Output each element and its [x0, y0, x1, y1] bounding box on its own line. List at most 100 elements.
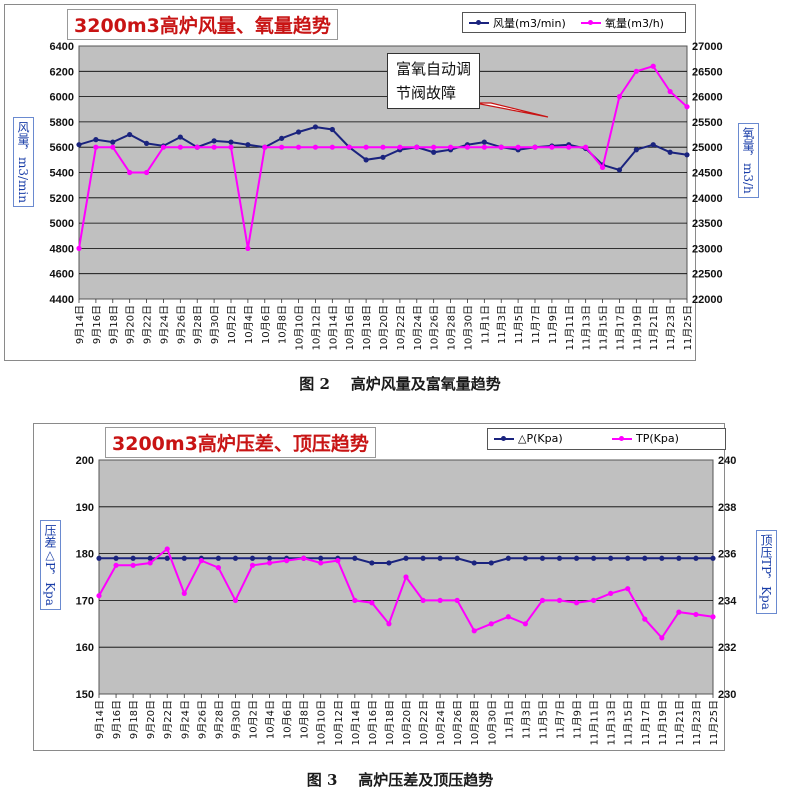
x-tick-label: 9月20日 — [145, 700, 157, 739]
data-point — [363, 144, 369, 150]
x-tick-label: 11月1日 — [503, 700, 515, 739]
x-tick-label: 11月3日 — [520, 700, 532, 739]
data-point — [532, 144, 538, 150]
y-tick-label-right: 24500 — [692, 168, 723, 180]
figure-3-caption: 图 3 高炉压差及顶压趋势 — [306, 771, 494, 789]
data-point — [431, 149, 437, 155]
data-point — [279, 144, 285, 150]
x-tick-label: 10月2日 — [248, 700, 260, 739]
data-point — [228, 139, 234, 145]
x-tick-label: 11月11日 — [564, 305, 576, 350]
x-tick-label: 10月28日 — [469, 700, 481, 745]
x-tick-label: 10月26日 — [452, 700, 464, 745]
x-tick-label: 9月20日 — [125, 305, 137, 344]
y-tick-label-left: 5800 — [50, 117, 74, 129]
x-tick-label: 9月18日 — [128, 700, 140, 739]
data-point — [437, 555, 443, 561]
y-tick-label-left: 150 — [76, 689, 94, 701]
x-tick-label: 10月14日 — [350, 700, 362, 745]
data-point — [556, 555, 563, 561]
data-point — [318, 560, 324, 566]
data-point — [130, 562, 136, 568]
x-tick-label: 10月20日 — [378, 305, 390, 350]
annotation-line-2: 节阀故障 — [396, 84, 457, 102]
x-tick-label: 11月25日 — [682, 305, 694, 350]
x-tick-label: 11月1日 — [479, 305, 491, 344]
x-tick-label: 11月15日 — [598, 305, 610, 350]
data-point — [352, 555, 358, 561]
y-tick-label-right: 26500 — [692, 66, 723, 78]
y-axis-label-left: 风量，m3/min — [13, 117, 34, 208]
x-tick-label: 9月24日 — [179, 700, 191, 739]
data-point — [284, 558, 290, 564]
y-tick-label-right: 236 — [718, 549, 736, 561]
x-tick-label: 11月23日 — [665, 305, 677, 350]
x-tick-label: 9月24日 — [158, 305, 170, 344]
data-point — [539, 597, 546, 603]
data-point — [380, 154, 386, 160]
y-tick-label-left: 6000 — [50, 92, 74, 104]
y-tick-label-right: 26000 — [692, 92, 723, 104]
y-tick-label-left: 170 — [76, 595, 94, 607]
annotation-line-1: 富氧自动调 — [396, 60, 472, 78]
x-tick-label: 9月22日 — [142, 305, 154, 344]
x-tick-label: 10月16日 — [344, 305, 356, 350]
data-point — [262, 144, 268, 150]
data-point — [194, 144, 200, 150]
y-tick-label-right: 23000 — [692, 243, 723, 255]
x-tick-label: 11月3日 — [496, 305, 508, 344]
data-point — [498, 144, 504, 150]
data-point — [96, 555, 102, 561]
y-tick-label-left: 190 — [76, 502, 94, 514]
data-point — [481, 139, 487, 145]
data-point — [454, 597, 460, 603]
chart-pressure: 150 230 160 232 170 234 180 236 190 238 200 240 9月14… — [76, 455, 738, 745]
y-tick-label-right: 230 — [718, 689, 736, 701]
chart-airflow-oxygen: 4400 22000 4600 22500 4800 23000 5000 23500 5200… — [50, 41, 723, 350]
data-point — [633, 147, 639, 153]
y-tick-label-left: 5200 — [50, 193, 74, 205]
data-point — [659, 635, 665, 641]
data-point — [676, 609, 682, 615]
data-point — [160, 144, 167, 150]
data-point — [650, 63, 656, 69]
x-tick-label: 10月8日 — [277, 305, 289, 344]
data-point — [232, 597, 239, 603]
data-point — [329, 126, 335, 133]
data-point — [488, 560, 494, 566]
data-point — [215, 555, 221, 561]
x-tick-label: 9月28日 — [213, 700, 225, 739]
x-tick-label: 10月18日 — [384, 700, 396, 745]
data-point — [295, 144, 302, 150]
data-point — [369, 560, 375, 566]
y-tick-label-left: 4600 — [50, 269, 74, 281]
x-tick-label: 9月16日 — [91, 305, 103, 344]
figure-2-caption: 图 2 高炉风量及富氧量趋势 — [299, 375, 501, 393]
data-point — [96, 593, 102, 599]
data-point — [386, 560, 392, 566]
legend-label-airflow: 风量(m3/min) — [493, 17, 566, 30]
y-tick-label-left: 5600 — [50, 142, 74, 154]
data-point — [228, 144, 234, 150]
x-tick-label: 10月8日 — [299, 700, 311, 739]
data-point — [684, 152, 690, 158]
x-tick-label: 10月30日 — [486, 700, 498, 745]
data-point — [346, 144, 352, 150]
data-point — [471, 560, 477, 566]
chart-legend: △P(Kpa) TP(Kpa) — [487, 428, 726, 450]
data-point — [464, 144, 471, 150]
x-tick-label: 9月22日 — [162, 700, 174, 739]
x-tick-label: 10月14日 — [327, 305, 339, 350]
data-point — [181, 590, 187, 596]
x-tick-label: 11月5日 — [537, 700, 549, 739]
data-point — [335, 558, 341, 564]
chart-title: 3200m3高炉风量、氧量趋势 — [67, 9, 338, 40]
x-tick-label: 11月15日 — [623, 700, 635, 745]
data-point — [110, 139, 116, 145]
data-point — [633, 68, 639, 74]
data-point — [93, 144, 99, 150]
y-tick-label-right: 22500 — [692, 269, 723, 281]
figure-3-chart: 150 230 160 232 170 234 180 236 190 238 200 240 9月14… — [33, 423, 777, 751]
data-point — [211, 138, 217, 144]
data-point — [650, 142, 656, 148]
